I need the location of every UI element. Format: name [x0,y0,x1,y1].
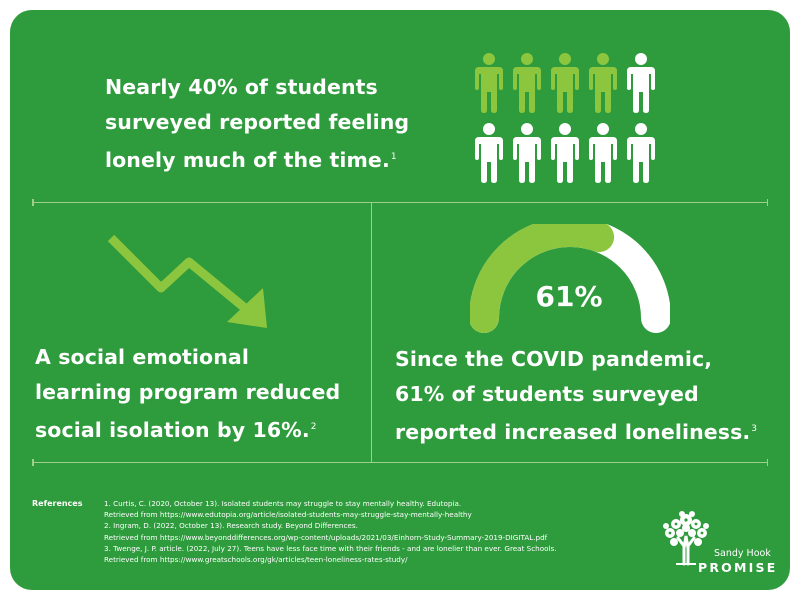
tree-logo-icon [663,511,709,566]
stat3-line: 61% of students surveyed [395,382,699,406]
divider-middle [371,202,372,462]
person-icon [513,123,541,183]
person-icon-highlighted [513,53,541,113]
person-icon [627,53,655,113]
reference-line: 3. Twenge, J. P. article. (2022, July 27… [104,543,557,553]
gauge-fill [470,224,615,333]
trend-down-arrow-icon [107,234,267,328]
divider-bottom [32,459,768,466]
person-icon [551,123,579,183]
people-icon-grid [470,52,660,184]
reference-line: Retrieved from https://www.edutopia.org/… [104,510,472,520]
person-icon [627,123,655,183]
footnote-2: 2 [310,422,317,432]
stat2-line: learning program reduced [35,380,341,404]
person-icon [589,123,617,183]
stat1-line: surveyed reported feeling [105,110,410,134]
stat-lonely-40: Nearly 40% of students surveyed reported… [105,70,409,178]
sandy-hook-promise-logo: Sandy Hook PROMISE [650,500,780,580]
logo-text-sandy-hook: Sandy Hook [714,548,771,559]
person-icon-highlighted [589,53,617,113]
gauge-value: 61% [535,280,603,313]
footnote-1: 1 [390,152,397,162]
stat2-line: A social emotional [35,345,249,369]
person-icon-highlighted [551,53,579,113]
references-title: References [32,499,83,508]
divider-top [32,199,768,206]
infographic-card: Nearly 40% of students surveyed reported… [10,10,790,590]
footnote-3: 3 [751,424,758,434]
reference-line: 1. Curtis, C. (2020, October 13). Isolat… [104,499,462,508]
stat3-line: Since the COVID pandemic, [395,347,713,371]
stat1-line: lonely much of the time.1 [105,147,397,172]
gauge-61-percent [470,224,670,333]
reference-line: 2. Ingram, D. (2022, October 13). Resear… [104,521,358,531]
logo-text-promise: PROMISE [698,560,778,575]
person-icon [475,123,503,183]
stat-covid-61: Since the COVID pandemic, 61% of student… [395,342,757,450]
reference-line: Retrieved from https://www.greatschools.… [104,555,408,565]
stat-isolation-16: A social emotional learning program redu… [35,340,340,448]
stat3-line: reported increased loneliness.3 [395,419,758,444]
stat1-line: Nearly 40% of students [105,75,378,99]
reference-line: Retrieved from https://www.beyonddiffere… [104,532,548,542]
stat2-line: social isolation by 16%.2 [35,417,317,442]
person-icon-highlighted [475,53,503,113]
references-list: 1. Curtis, C. (2020, October 13). Isolat… [104,498,664,565]
